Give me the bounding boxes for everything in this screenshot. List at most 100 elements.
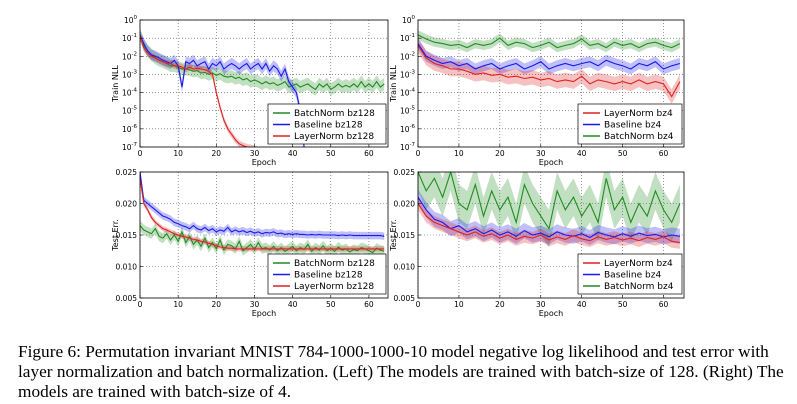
x-tick-label: 40 (577, 300, 587, 309)
y-axis-label: Test Err. (111, 219, 120, 252)
series-line-layernorm-bz128 (140, 178, 385, 250)
y-axis-label: Train NLL (111, 65, 120, 103)
series-band-layernorm-bz128 (140, 31, 259, 147)
y-tick-label: 10-7 (400, 142, 416, 152)
figure-caption: Figure 6: Permutation invariant MNIST 78… (18, 342, 790, 402)
legend-entry: BatchNorm bz4 (604, 132, 674, 142)
legend-entry: BatchNorm bz4 (604, 282, 674, 292)
series-line-batchnorm-bz4 (418, 172, 681, 231)
y-tick-exponent: -7 (132, 142, 138, 148)
y-tick-label: 10-4 (122, 88, 138, 98)
y-tick-base: 10 (124, 16, 134, 25)
x-tick-label: 10 (454, 149, 464, 158)
y-tick-base: 10 (400, 143, 410, 152)
series-line-batchnorm-bz4 (418, 34, 681, 49)
y-tick-label: 0.025 (394, 168, 416, 177)
y-tick-base: 10 (122, 107, 132, 116)
y-tick-label: 0.020 (116, 200, 138, 209)
panel-top-right: 0 10 20 30 40 50 60Epoch10010-110-210-310-410-… (389, 15, 685, 167)
y-tick-label: 10-7 (122, 142, 138, 152)
y-tick-label: 10-5 (400, 106, 416, 116)
x-axis-label: Epoch (539, 309, 564, 318)
series-line-baseline-bz128 (140, 34, 305, 147)
legend-entry: BatchNorm bz128 (294, 259, 375, 269)
x-tick-label: 20 (495, 149, 505, 158)
y-tick-label: 10-1 (122, 33, 137, 43)
y-tick-base: 10 (400, 70, 410, 79)
series-line-baseline-bz128 (140, 172, 385, 237)
y-tick-base: 10 (122, 125, 132, 134)
y-tick-label: 10-4 (400, 88, 416, 98)
legend-entry: LayerNorm bz128 (294, 282, 374, 292)
series-line-layernorm-bz4 (418, 203, 680, 244)
y-tick-label: 0.015 (394, 231, 416, 240)
series-line-baseline-bz4 (418, 196, 680, 239)
y-tick-base: 10 (400, 52, 410, 61)
x-tick-label: 20 (212, 149, 222, 158)
y-tick-label: 10-2 (400, 51, 415, 61)
x-tick-label: 10 (173, 300, 183, 309)
y-tick-base: 10 (122, 52, 132, 61)
x-tick-label: 0 (138, 149, 143, 158)
y-tick-base: 10 (402, 16, 412, 25)
y-tick-label: 10-5 (122, 106, 138, 116)
y-tick-exponent: -3 (132, 69, 138, 75)
x-tick-label: 50 (618, 149, 628, 158)
legend-entry: Baseline bz128 (294, 121, 363, 131)
y-axis-label: Test Err. (389, 219, 398, 252)
legend-entry: LayerNorm bz4 (604, 109, 673, 119)
y-tick-exponent: -3 (410, 69, 416, 75)
y-tick-exponent: -2 (410, 51, 415, 57)
x-tick-label: 40 (288, 149, 298, 158)
series-line-layernorm-bz128 (140, 34, 250, 147)
legend-entry: Baseline bz128 (294, 271, 363, 281)
y-tick-label: 0.015 (116, 231, 138, 240)
x-tick-label: 50 (326, 300, 336, 309)
y-tick-label: 0.010 (394, 263, 416, 272)
y-tick-exponent: 0 (134, 15, 138, 21)
x-tick-label: 30 (250, 149, 260, 158)
y-tick-label: 10-1 (400, 33, 415, 43)
panel-bottom-right: 0 10 20 30 40 50 60 Epoch 0.025 0.020 0.015 0.010 0.… (389, 168, 685, 318)
x-tick-label: 50 (618, 300, 628, 309)
plot-area (140, 28, 385, 147)
x-tick-label: 10 (454, 300, 464, 309)
y-tick-exponent: -2 (132, 51, 137, 57)
x-tick-label: 60 (659, 300, 669, 309)
axes-frame (417, 19, 685, 148)
axes-frame (139, 19, 389, 148)
y-tick-exponent: -1 (410, 33, 415, 39)
y-tick-label: 100 (402, 15, 416, 25)
y-tick-label: 10-6 (400, 124, 416, 134)
x-axis-label: Epoch (539, 158, 564, 167)
y-tick-exponent: -6 (132, 124, 138, 130)
series-band-batchnorm-bz4 (418, 30, 680, 53)
y-tick-exponent: -5 (132, 106, 138, 112)
series-line-layernorm-bz4 (418, 45, 681, 98)
y-tick-base: 10 (400, 89, 410, 98)
x-tick-label: 60 (364, 300, 374, 309)
series-band-batchnorm-bz4 (418, 172, 680, 248)
x-axis-label: Epoch (252, 309, 277, 318)
legend-entry: Baseline bz4 (604, 121, 661, 131)
x-tick-label: 60 (364, 149, 374, 158)
y-axis-label: Train NLL (389, 65, 398, 103)
y-tick-label: 0.020 (394, 200, 416, 209)
panel-bottom-left: 0 10 20 30 40 50 60 Epoch 0.025 0.020 0.015 0.010 0.… (111, 168, 389, 318)
caption-text: Figure 6: Permutation invariant MNIST 78… (18, 342, 784, 401)
x-tick-label: 0 (416, 149, 421, 158)
x-tick-label: 40 (577, 149, 587, 158)
legend-box (267, 253, 387, 295)
x-tick-label: 40 (288, 300, 298, 309)
series-line-baseline-bz4 (418, 43, 681, 70)
x-tick-label: 0 (416, 300, 421, 309)
y-tick-exponent: -5 (410, 106, 416, 112)
legend-entry: LayerNorm bz128 (294, 132, 374, 142)
y-tick-exponent: -7 (410, 142, 416, 148)
series-band-baseline-bz4 (418, 189, 680, 246)
legend-entry: LayerNorm bz4 (604, 259, 673, 269)
y-tick-exponent: 0 (412, 15, 416, 21)
y-tick-label: 10-2 (122, 51, 137, 61)
